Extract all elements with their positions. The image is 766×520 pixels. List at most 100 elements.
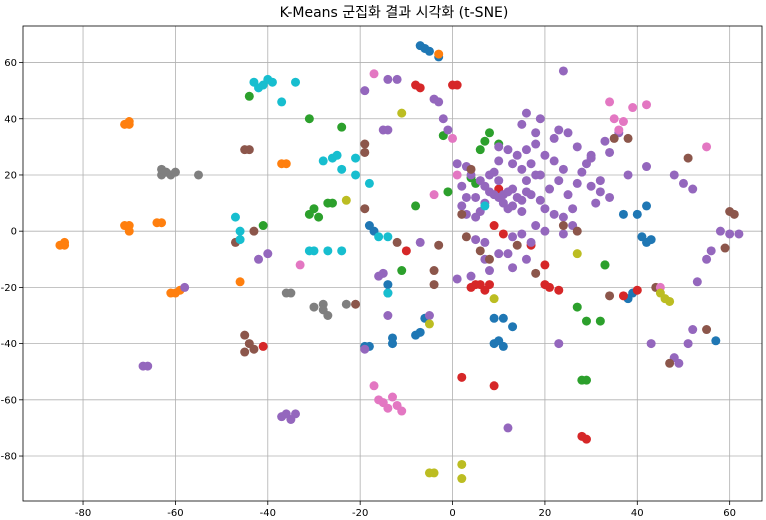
cluster-4-point	[521, 108, 531, 118]
cluster-5-point	[531, 268, 541, 278]
cluster-4-point	[688, 184, 698, 194]
cluster-4-point	[517, 207, 527, 217]
cluster-4-point	[595, 187, 605, 197]
plot-frame	[22, 25, 763, 502]
cluster-3-point	[498, 229, 508, 239]
cluster-5-point	[249, 226, 259, 236]
cluster-4-point	[577, 167, 587, 177]
cluster-9-point	[364, 178, 374, 188]
cluster-4-point	[494, 249, 504, 259]
cluster-5-point	[475, 246, 485, 256]
cluster-2-point	[327, 198, 337, 208]
cluster-2-point	[595, 316, 605, 326]
x-tick-label: -20	[352, 508, 368, 519]
cluster-4-point	[558, 212, 568, 222]
cluster-4-point	[143, 361, 153, 371]
cluster-8-point	[457, 459, 467, 469]
cluster-4-point	[484, 266, 494, 276]
cluster-2-point	[480, 136, 490, 146]
cluster-6-point	[609, 114, 619, 124]
cluster-4-point	[360, 86, 370, 96]
cluster-4-point	[558, 164, 568, 174]
cluster-9-point	[337, 246, 347, 256]
cluster-7-point	[309, 302, 319, 312]
cluster-4-point	[508, 184, 518, 194]
cluster-4-point	[715, 226, 725, 236]
data-points	[55, 41, 744, 484]
cluster-1-point	[157, 218, 167, 228]
y-tick-label: 20	[4, 170, 17, 181]
cluster-9-point	[351, 170, 361, 180]
cluster-5-point	[360, 139, 370, 149]
cluster-8-point	[572, 249, 582, 259]
cluster-5-point	[605, 291, 615, 301]
cluster-4-point	[383, 74, 393, 84]
cluster-5-point	[244, 145, 254, 155]
x-tick-label: 40	[631, 508, 644, 519]
cluster-4-point	[563, 128, 573, 138]
x-tick-label: 20	[539, 508, 552, 519]
cluster-4-point	[549, 156, 559, 166]
cluster-3-point	[258, 341, 268, 351]
cluster-9-point	[374, 232, 384, 242]
cluster-5-point	[461, 232, 471, 242]
cluster-6-point	[369, 69, 379, 79]
cluster-8-point	[489, 294, 499, 304]
cluster-4-point	[517, 195, 527, 205]
cluster-4-point	[535, 170, 545, 180]
cluster-6-point	[452, 170, 462, 180]
cluster-6-point	[369, 381, 379, 391]
cluster-4-point	[545, 184, 555, 194]
cluster-1-point	[124, 226, 134, 236]
cluster-0-point	[642, 201, 652, 211]
cluster-4-point	[558, 66, 568, 76]
cluster-5-point	[429, 266, 439, 276]
cluster-1-point	[124, 117, 134, 127]
cluster-4-point	[623, 170, 633, 180]
cluster-5-point	[360, 147, 370, 157]
cluster-4-point	[517, 119, 527, 129]
cluster-4-point	[642, 162, 652, 172]
cluster-5-point	[434, 240, 444, 250]
cluster-4-point	[180, 282, 190, 292]
cluster-4-point	[424, 310, 434, 320]
cluster-5-point	[729, 209, 739, 219]
cluster-9-point	[351, 153, 361, 163]
cluster-4-point	[521, 145, 531, 155]
cluster-2-point	[572, 302, 582, 312]
cluster-4-point	[466, 271, 476, 281]
cluster-9-point	[235, 235, 245, 245]
y-tick-label: 60	[4, 58, 17, 69]
cluster-4-point	[508, 263, 518, 273]
cluster-9-point	[309, 246, 319, 256]
cluster-4-point	[734, 229, 744, 239]
cluster-4-point	[669, 170, 679, 180]
cluster-4-point	[605, 192, 615, 202]
cluster-1-point	[434, 49, 444, 59]
cluster-9-point	[267, 77, 277, 87]
cluster-4-point	[512, 150, 522, 160]
cluster-7-point	[341, 299, 351, 309]
cluster-4-point	[291, 409, 301, 419]
cluster-0-point	[618, 209, 628, 219]
cluster-4-point	[415, 237, 425, 247]
cluster-5-point	[360, 204, 370, 214]
cluster-4-point	[692, 277, 702, 287]
cluster-9-point	[318, 156, 328, 166]
x-tick-label: 60	[723, 508, 736, 519]
cluster-6-point	[618, 117, 628, 127]
cluster-4-point	[674, 358, 684, 368]
cluster-5-point	[609, 133, 619, 143]
cluster-4-point	[508, 232, 518, 242]
cluster-4-point	[540, 150, 550, 160]
cluster-7-point	[194, 170, 204, 180]
cluster-4-point	[360, 344, 370, 354]
cluster-2-point	[581, 375, 591, 385]
cluster-4-point	[480, 237, 490, 247]
cluster-5-point	[240, 347, 250, 357]
cluster-5-point	[572, 226, 582, 236]
cluster-4-point	[434, 97, 444, 107]
cluster-4-point	[503, 145, 513, 155]
cluster-2-point	[304, 114, 314, 124]
